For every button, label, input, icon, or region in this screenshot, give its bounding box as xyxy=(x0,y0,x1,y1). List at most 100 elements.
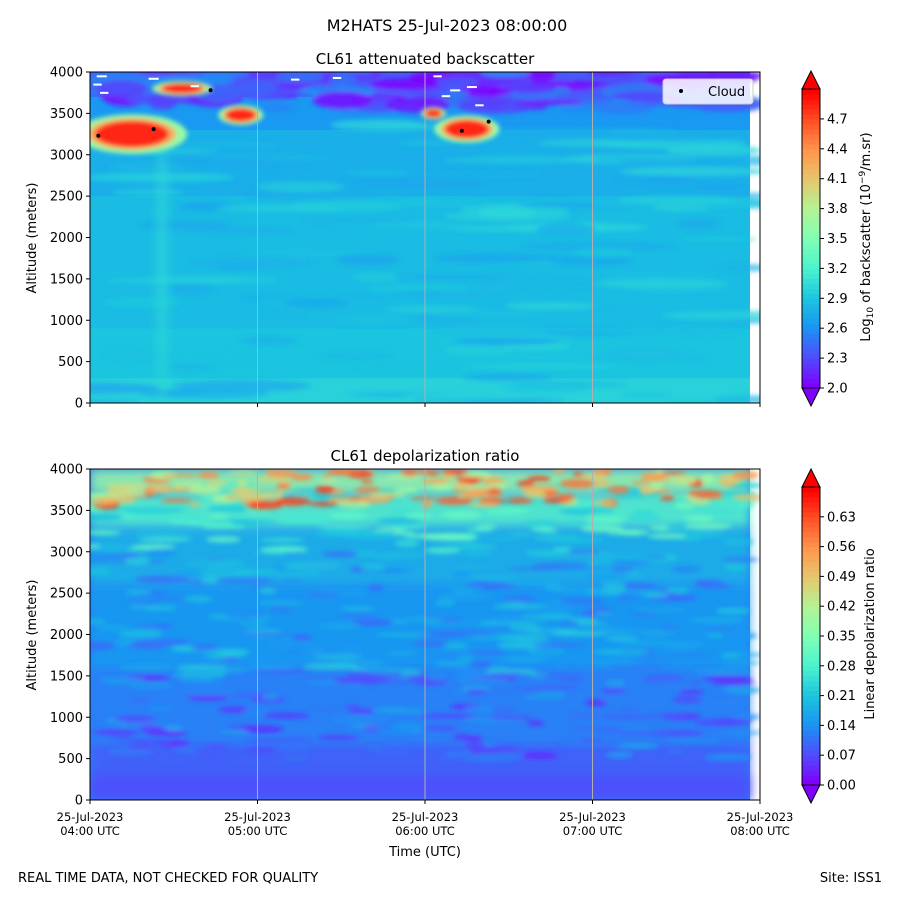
white-streak xyxy=(475,104,484,107)
depolarization-patch xyxy=(593,612,611,616)
depolarization-patch xyxy=(511,579,562,585)
colorbar-segment xyxy=(802,675,820,682)
backscatter-noise-patch xyxy=(457,97,536,114)
depolarization-noise-patch xyxy=(435,496,474,505)
depolarization-colorbar: 0.00 0.07 0.14 0.21 0.28 0.35 0.42 0.49 0.56 0.63 xyxy=(801,467,856,805)
backscatter-patch xyxy=(110,188,186,196)
depolarization-patch xyxy=(464,706,495,712)
backscatter-colorbar: 2.0 2.3 2.6 2.9 3.2 3.5 3.8 4.1 4.4 4.7 xyxy=(801,69,848,408)
colorbar-segment xyxy=(802,765,820,771)
depolarization-patch xyxy=(550,630,608,637)
backscatter-patch xyxy=(241,335,299,346)
depolarization-patch xyxy=(241,632,288,636)
backscatter-patch xyxy=(189,257,314,268)
depolarization-patch xyxy=(585,516,626,524)
depolarization-patch xyxy=(605,679,626,687)
white-streak xyxy=(332,76,342,79)
backscatter-patch xyxy=(320,352,395,360)
depolarization-patch xyxy=(352,619,393,627)
cloud-point xyxy=(96,133,101,138)
depolarization-noise-patch xyxy=(600,469,612,476)
depolarization-patch xyxy=(525,520,558,528)
depolarization-patch xyxy=(134,625,172,629)
cloud-point xyxy=(486,119,491,124)
colorbar-tick-label: 3.2 xyxy=(827,262,848,277)
depolarization-field xyxy=(90,469,760,800)
depolarization-patch xyxy=(463,740,485,749)
colorbar-segment xyxy=(802,491,820,498)
backscatter-patch xyxy=(336,254,400,266)
depolarization-patch xyxy=(367,584,385,592)
depolarization-patch xyxy=(218,730,251,734)
backscatter-ylabel: Altitude (meters) xyxy=(25,183,40,294)
backscatter-patch xyxy=(105,350,178,360)
depolarization-patch xyxy=(722,557,760,562)
colorbar-segment xyxy=(802,531,820,538)
white-streak xyxy=(466,86,477,89)
depolarization-noise-patch xyxy=(307,501,339,507)
depolarization-patch xyxy=(90,530,121,535)
backscatter-patch xyxy=(242,248,373,259)
depolarization-patch xyxy=(178,677,216,682)
colorbar-segment xyxy=(802,551,820,558)
depolarization-patch xyxy=(452,571,473,577)
depolarization-noise-patch xyxy=(732,494,760,501)
depolarization-noise-patch xyxy=(507,497,534,504)
depolarization-patch xyxy=(470,661,494,668)
depolarization-patch xyxy=(522,752,557,759)
colorbar-segment xyxy=(802,188,820,195)
depolarization-noise-patch xyxy=(105,483,144,488)
colorbar-segment xyxy=(802,616,820,622)
colorbar-segment xyxy=(802,566,820,573)
depolarization-patch xyxy=(371,706,418,714)
y-tick-label: 1000 xyxy=(50,314,83,329)
depolarization-patch xyxy=(648,713,689,718)
depolarization-patch xyxy=(309,707,342,711)
depolarization-patch xyxy=(603,715,659,720)
white-streak xyxy=(148,77,159,80)
depolarization-patch xyxy=(248,663,296,670)
colorbar-segment xyxy=(802,223,820,230)
colorbar-tick-label: 2.9 xyxy=(827,292,848,307)
backscatter-patch xyxy=(394,274,514,280)
backscatter-patch xyxy=(618,392,672,398)
depolarization-patch xyxy=(271,593,320,602)
depolarization-patch xyxy=(214,577,274,584)
colorbar-segment xyxy=(802,760,820,766)
depolarization-patch xyxy=(612,726,649,731)
depolarization-patch xyxy=(664,586,690,594)
depolarization-patch xyxy=(443,642,468,650)
depolarization-noise-patch xyxy=(420,478,451,485)
depolarization-noise-patch xyxy=(451,482,470,490)
depolarization-noise-patch xyxy=(520,487,544,494)
depolarization-patch xyxy=(553,547,572,552)
y-tick-label: 3000 xyxy=(50,148,83,163)
depolarization-patch xyxy=(600,687,626,694)
backscatter-patch xyxy=(380,290,511,299)
cloud-point xyxy=(151,127,156,132)
colorbar-tick-label: 0.07 xyxy=(827,749,856,764)
backscatter-patch xyxy=(344,170,410,175)
colorbar-segment xyxy=(802,323,820,329)
depolarization-patch xyxy=(103,680,127,685)
colorbar-segment xyxy=(802,755,820,761)
depolarization-patch xyxy=(535,691,566,700)
colorbar-segment xyxy=(802,780,820,786)
depolarization-noise-patch xyxy=(320,479,338,484)
depolarization-patch xyxy=(218,706,251,713)
depolarization-patch xyxy=(447,585,484,591)
backscatter-patch xyxy=(599,327,745,337)
depolarization-patch xyxy=(483,507,530,514)
depolarization-noise-patch xyxy=(94,496,125,501)
depolarization-noise-patch xyxy=(173,482,202,487)
depolarization-patch xyxy=(303,675,332,680)
colorbar-segment xyxy=(802,168,820,175)
depolarization-patch xyxy=(201,524,246,529)
depolarization-patch xyxy=(390,525,425,529)
depolarization-patch xyxy=(693,580,724,584)
colorbar-segment xyxy=(802,506,820,513)
depolarization-patch xyxy=(269,605,293,613)
depolarization-noise-patch xyxy=(186,485,221,495)
colorbar-segment xyxy=(802,178,820,185)
depolarization-patch xyxy=(526,685,579,690)
